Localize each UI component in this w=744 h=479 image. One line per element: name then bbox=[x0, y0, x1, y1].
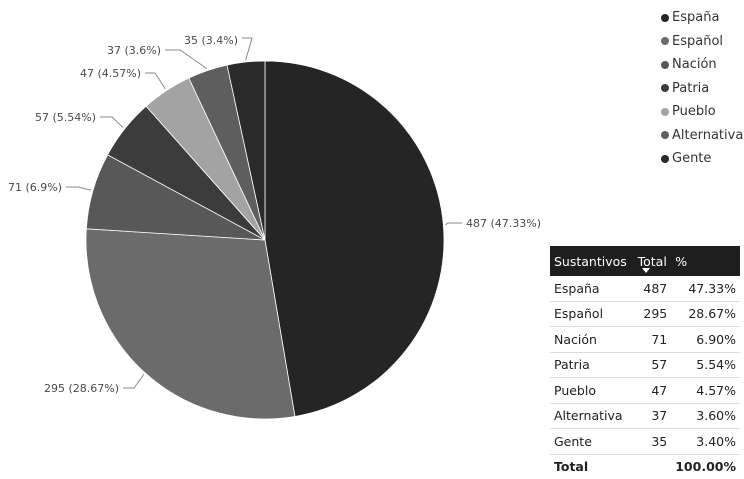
legend-item-patria[interactable]: Patria bbox=[661, 77, 743, 101]
legend-label: Español bbox=[672, 33, 724, 49]
legend-item-alternativa[interactable]: Alternativa bbox=[661, 124, 743, 148]
data-label-pueblo: 47 (4.57%) bbox=[80, 67, 141, 80]
callout-leader-line bbox=[445, 222, 462, 226]
table-cell-percent: 3.40% bbox=[671, 428, 740, 455]
legend-label: Pueblo bbox=[672, 104, 716, 119]
table-cell-percent: 5.54% bbox=[671, 352, 740, 378]
table-cell-percent: 28.67% bbox=[671, 301, 740, 327]
column-header-total[interactable]: Total bbox=[633, 246, 672, 276]
total-count bbox=[633, 453, 672, 479]
summary-table: Sustantivos Total % España 487 47.33% Es… bbox=[550, 246, 740, 479]
table-cell-percent: 3.60% bbox=[671, 403, 740, 429]
total-percent: 100.00% bbox=[671, 453, 740, 479]
pie-slice-español[interactable] bbox=[85, 228, 296, 420]
callout-leader-line bbox=[145, 72, 166, 90]
legend-label: Patria bbox=[672, 80, 710, 96]
pie-slice-españa[interactable] bbox=[264, 60, 445, 417]
data-label-españa: 487 (47.33%) bbox=[466, 217, 541, 230]
legend-label: Gente bbox=[672, 151, 712, 166]
legend-swatch bbox=[661, 84, 669, 93]
data-label-gente: 35 (3.4%) bbox=[184, 34, 238, 47]
table-row: España 487 47.33% bbox=[550, 276, 740, 302]
table-row: Español 295 28.67% bbox=[550, 301, 740, 327]
table-row: Gente 35 3.40% bbox=[550, 428, 740, 455]
table-row: Alternativa 37 3.60% bbox=[550, 403, 740, 429]
table-cell-total: 295 bbox=[633, 301, 672, 327]
table-cell-sustantivo: España bbox=[550, 276, 634, 302]
table-cell-total: 71 bbox=[633, 326, 672, 353]
table-cell-sustantivo: Alternativa bbox=[550, 403, 634, 429]
callout-leader-line bbox=[165, 49, 208, 70]
legend-swatch bbox=[661, 154, 669, 163]
column-header-total-label: Total bbox=[637, 253, 667, 269]
legend-label: Alternativa bbox=[672, 127, 744, 143]
legend-label: España bbox=[672, 10, 720, 25]
callout-leader-line bbox=[66, 186, 92, 191]
legend-item-gente[interactable]: Gente bbox=[661, 147, 743, 171]
table-cell-total: 35 bbox=[633, 428, 672, 455]
table-cell-sustantivo: Español bbox=[550, 301, 634, 327]
table-cell-sustantivo: Pueblo bbox=[550, 377, 634, 404]
total-label: Total bbox=[550, 453, 634, 479]
table-total-row: Total 100.00% bbox=[550, 453, 740, 479]
table-cell-percent: 47.33% bbox=[671, 276, 740, 302]
callout-leader-line bbox=[242, 37, 253, 61]
table-cell-total: 47 bbox=[633, 377, 672, 404]
table-cell-total: 37 bbox=[633, 403, 672, 429]
pie-slice-gente[interactable] bbox=[226, 60, 266, 241]
column-header-percent[interactable]: % bbox=[671, 246, 740, 276]
sort-descending-icon bbox=[641, 268, 650, 273]
table-header-row: Sustantivos Total % bbox=[550, 246, 740, 276]
callout-leader-line bbox=[123, 374, 145, 389]
legend-swatch bbox=[661, 13, 669, 22]
table-row: Pueblo 47 4.57% bbox=[550, 377, 740, 404]
legend-swatch bbox=[661, 131, 669, 140]
table-cell-sustantivo: Patria bbox=[550, 352, 634, 378]
legend-label: Nación bbox=[672, 57, 717, 72]
table-row: Patria 57 5.54% bbox=[550, 352, 740, 378]
table-cell-sustantivo: Nación bbox=[550, 326, 634, 353]
table-cell-percent: 4.57% bbox=[671, 377, 740, 404]
legend-swatch bbox=[661, 37, 669, 46]
legend-item-nación[interactable]: Nación bbox=[661, 53, 743, 77]
table-row: Nación 71 6.90% bbox=[550, 326, 740, 353]
data-label-alternativa: 37 (3.6%) bbox=[107, 44, 161, 57]
legend-item-español[interactable]: Español bbox=[661, 30, 743, 54]
data-label-patria: 57 (5.54%) bbox=[35, 111, 96, 124]
table-cell-sustantivo: Gente bbox=[550, 428, 634, 455]
column-header-sustantivos[interactable]: Sustantivos bbox=[550, 246, 634, 276]
data-label-nación: 71 (6.9%) bbox=[8, 181, 62, 194]
legend-swatch bbox=[661, 107, 669, 116]
table-cell-percent: 6.90% bbox=[671, 326, 740, 353]
table-cell-total: 487 bbox=[633, 276, 672, 302]
legend-swatch bbox=[661, 60, 669, 69]
legend: España Español Nación Patria Pueblo Alternati… bbox=[661, 6, 743, 171]
table-cell-total: 57 bbox=[633, 352, 672, 378]
legend-item-españa[interactable]: España bbox=[661, 6, 743, 30]
legend-item-pueblo[interactable]: Pueblo bbox=[661, 100, 743, 124]
callout-leader-line bbox=[100, 116, 124, 128]
data-label-español: 295 (28.67%) bbox=[44, 382, 119, 395]
